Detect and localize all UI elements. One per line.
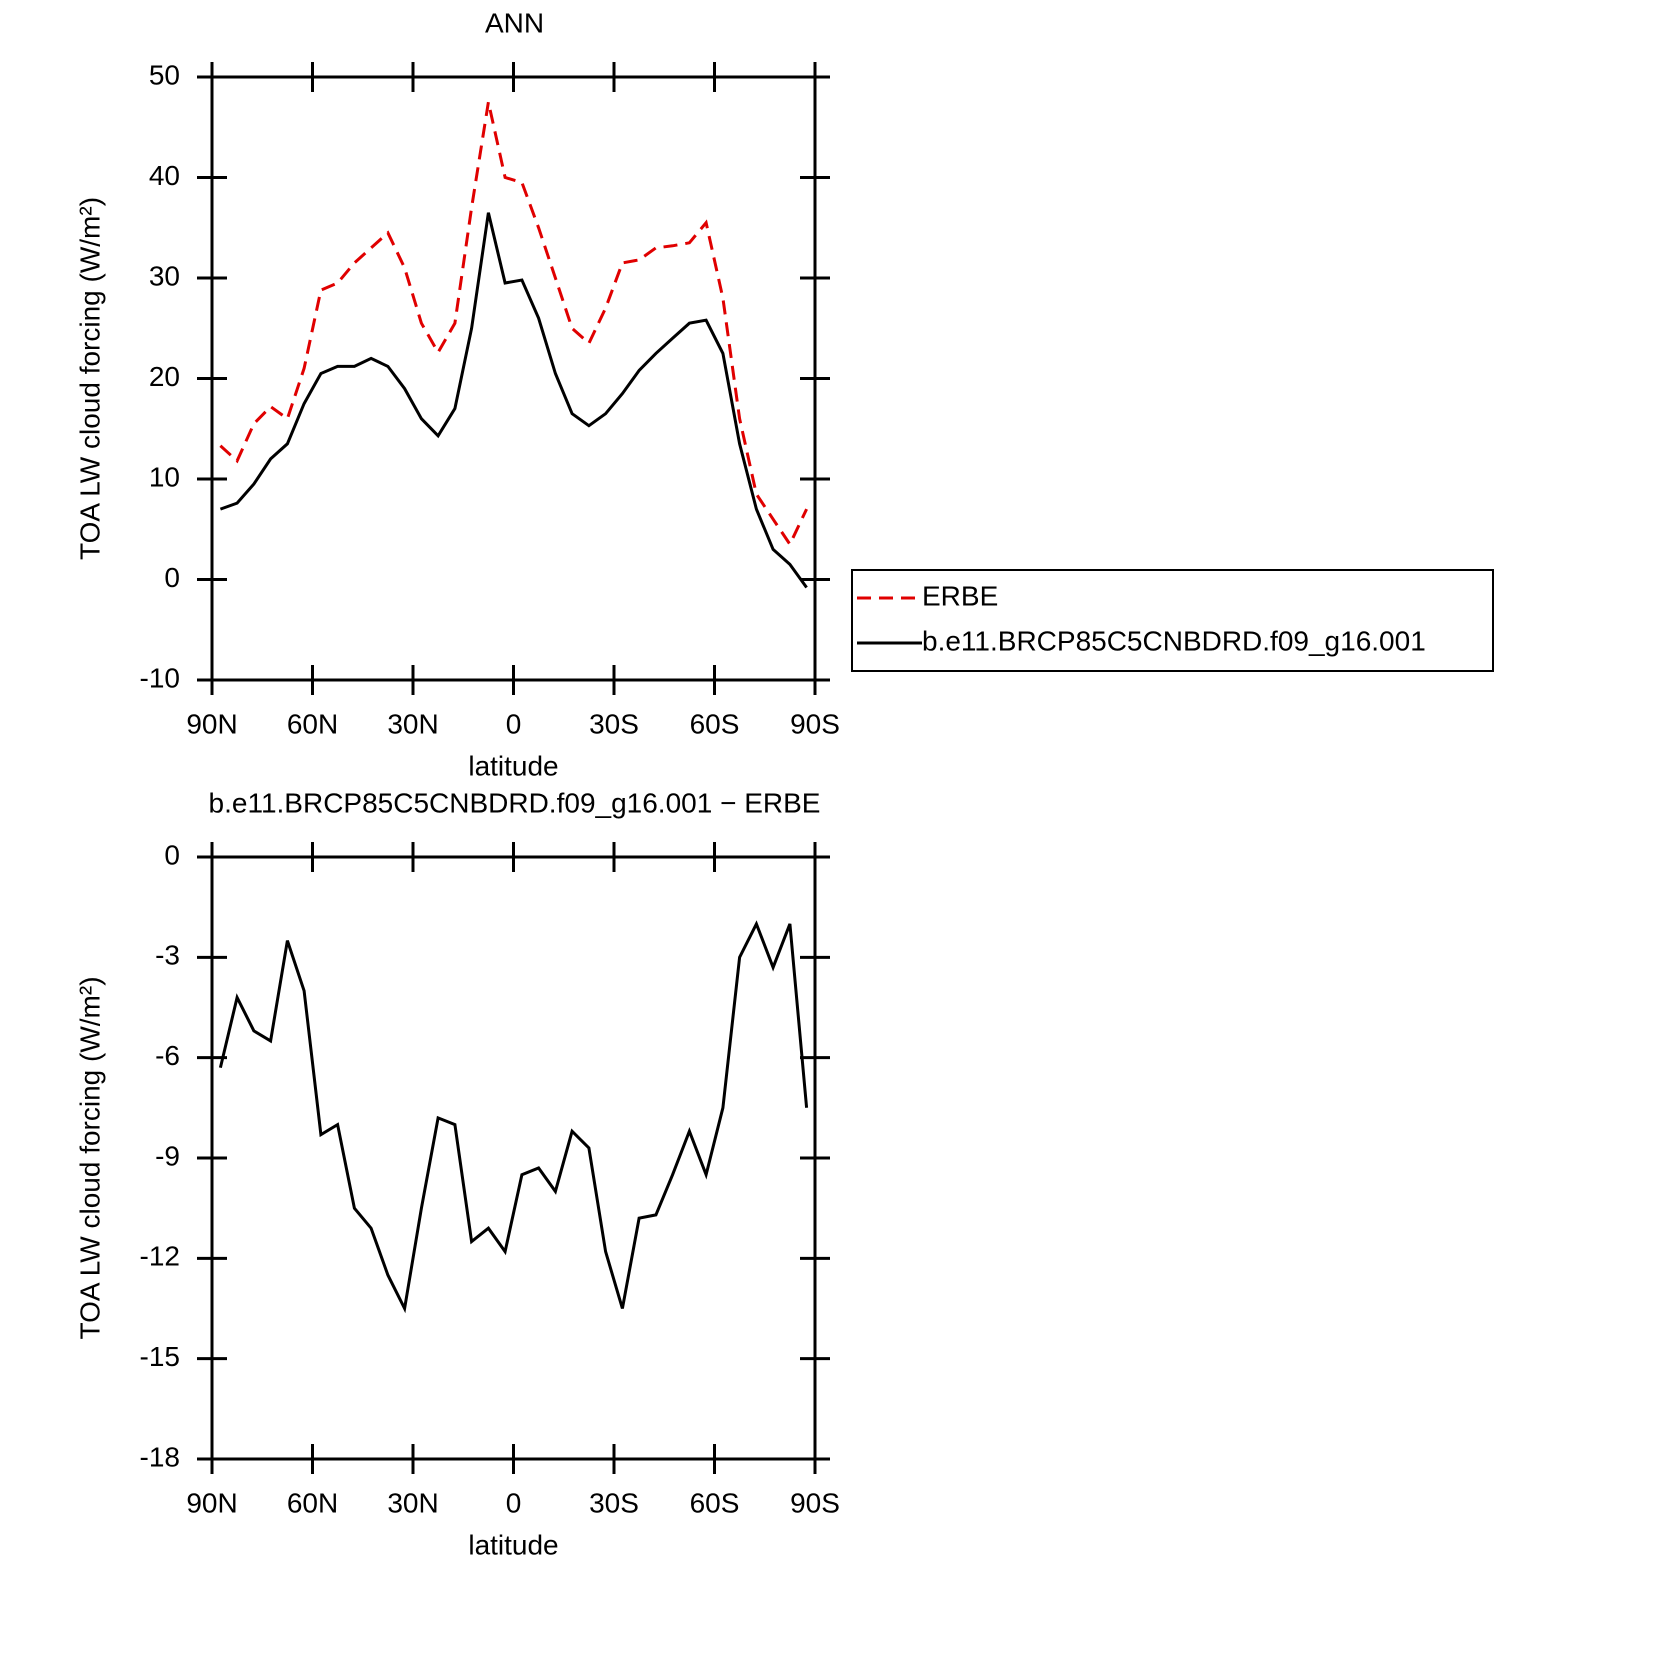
y-tick-label: 0 [164, 839, 180, 870]
y-axis-label: TOA LW cloud forcing (W/m²) [74, 976, 105, 1339]
legend-label: b.e11.BRCP85C5CNBDRD.f09_g16.001 [922, 625, 1426, 656]
x-axis-label: latitude [468, 750, 558, 781]
plot-frame [210, 75, 817, 682]
x-tick-label: 90N [186, 1487, 237, 1518]
y-tick-label: -10 [140, 662, 180, 693]
y-tick-label: -6 [155, 1040, 180, 1071]
x-tick-label: 30S [589, 1487, 639, 1518]
y-tick-label: 0 [164, 562, 180, 593]
data-line [219, 212, 808, 589]
y-tick-label: -12 [140, 1241, 180, 1272]
y-tick-label: 10 [149, 461, 180, 492]
y-tick-label: 20 [149, 361, 180, 392]
data-line [218, 920, 809, 1314]
y-tick-label: -15 [140, 1341, 180, 1372]
x-axis-label: latitude [468, 1529, 558, 1560]
y-axis-label: TOA LW cloud forcing (W/m²) [74, 197, 105, 560]
x-tick-label: 0 [506, 1487, 522, 1518]
x-tick-label: 30N [387, 708, 438, 739]
y-tick-label: 50 [149, 59, 180, 90]
y-tick-label: -9 [155, 1140, 180, 1171]
y-tick-label: 30 [149, 260, 180, 291]
x-tick-label: 90S [790, 1487, 840, 1518]
x-tick-label: 60S [690, 708, 740, 739]
x-tick-label: 60N [287, 708, 338, 739]
data-line [219, 101, 808, 548]
chart-title: ANN [485, 7, 544, 38]
x-tick-label: 30S [589, 708, 639, 739]
x-tick-label: 60N [287, 1487, 338, 1518]
plot-frame [210, 855, 817, 1461]
y-tick-label: 40 [149, 160, 180, 191]
x-tick-label: 90S [790, 708, 840, 739]
x-tick-label: 0 [506, 708, 522, 739]
legend-box [851, 569, 1494, 672]
x-tick-label: 90N [186, 708, 237, 739]
x-tick-label: 60S [690, 1487, 740, 1518]
y-tick-label: -3 [155, 940, 180, 971]
legend-label: ERBE [922, 580, 998, 611]
chart-title: b.e11.BRCP85C5CNBDRD.f09_g16.001 − ERBE [209, 787, 821, 818]
x-tick-label: 30N [387, 1487, 438, 1518]
y-tick-label: -18 [140, 1441, 180, 1472]
